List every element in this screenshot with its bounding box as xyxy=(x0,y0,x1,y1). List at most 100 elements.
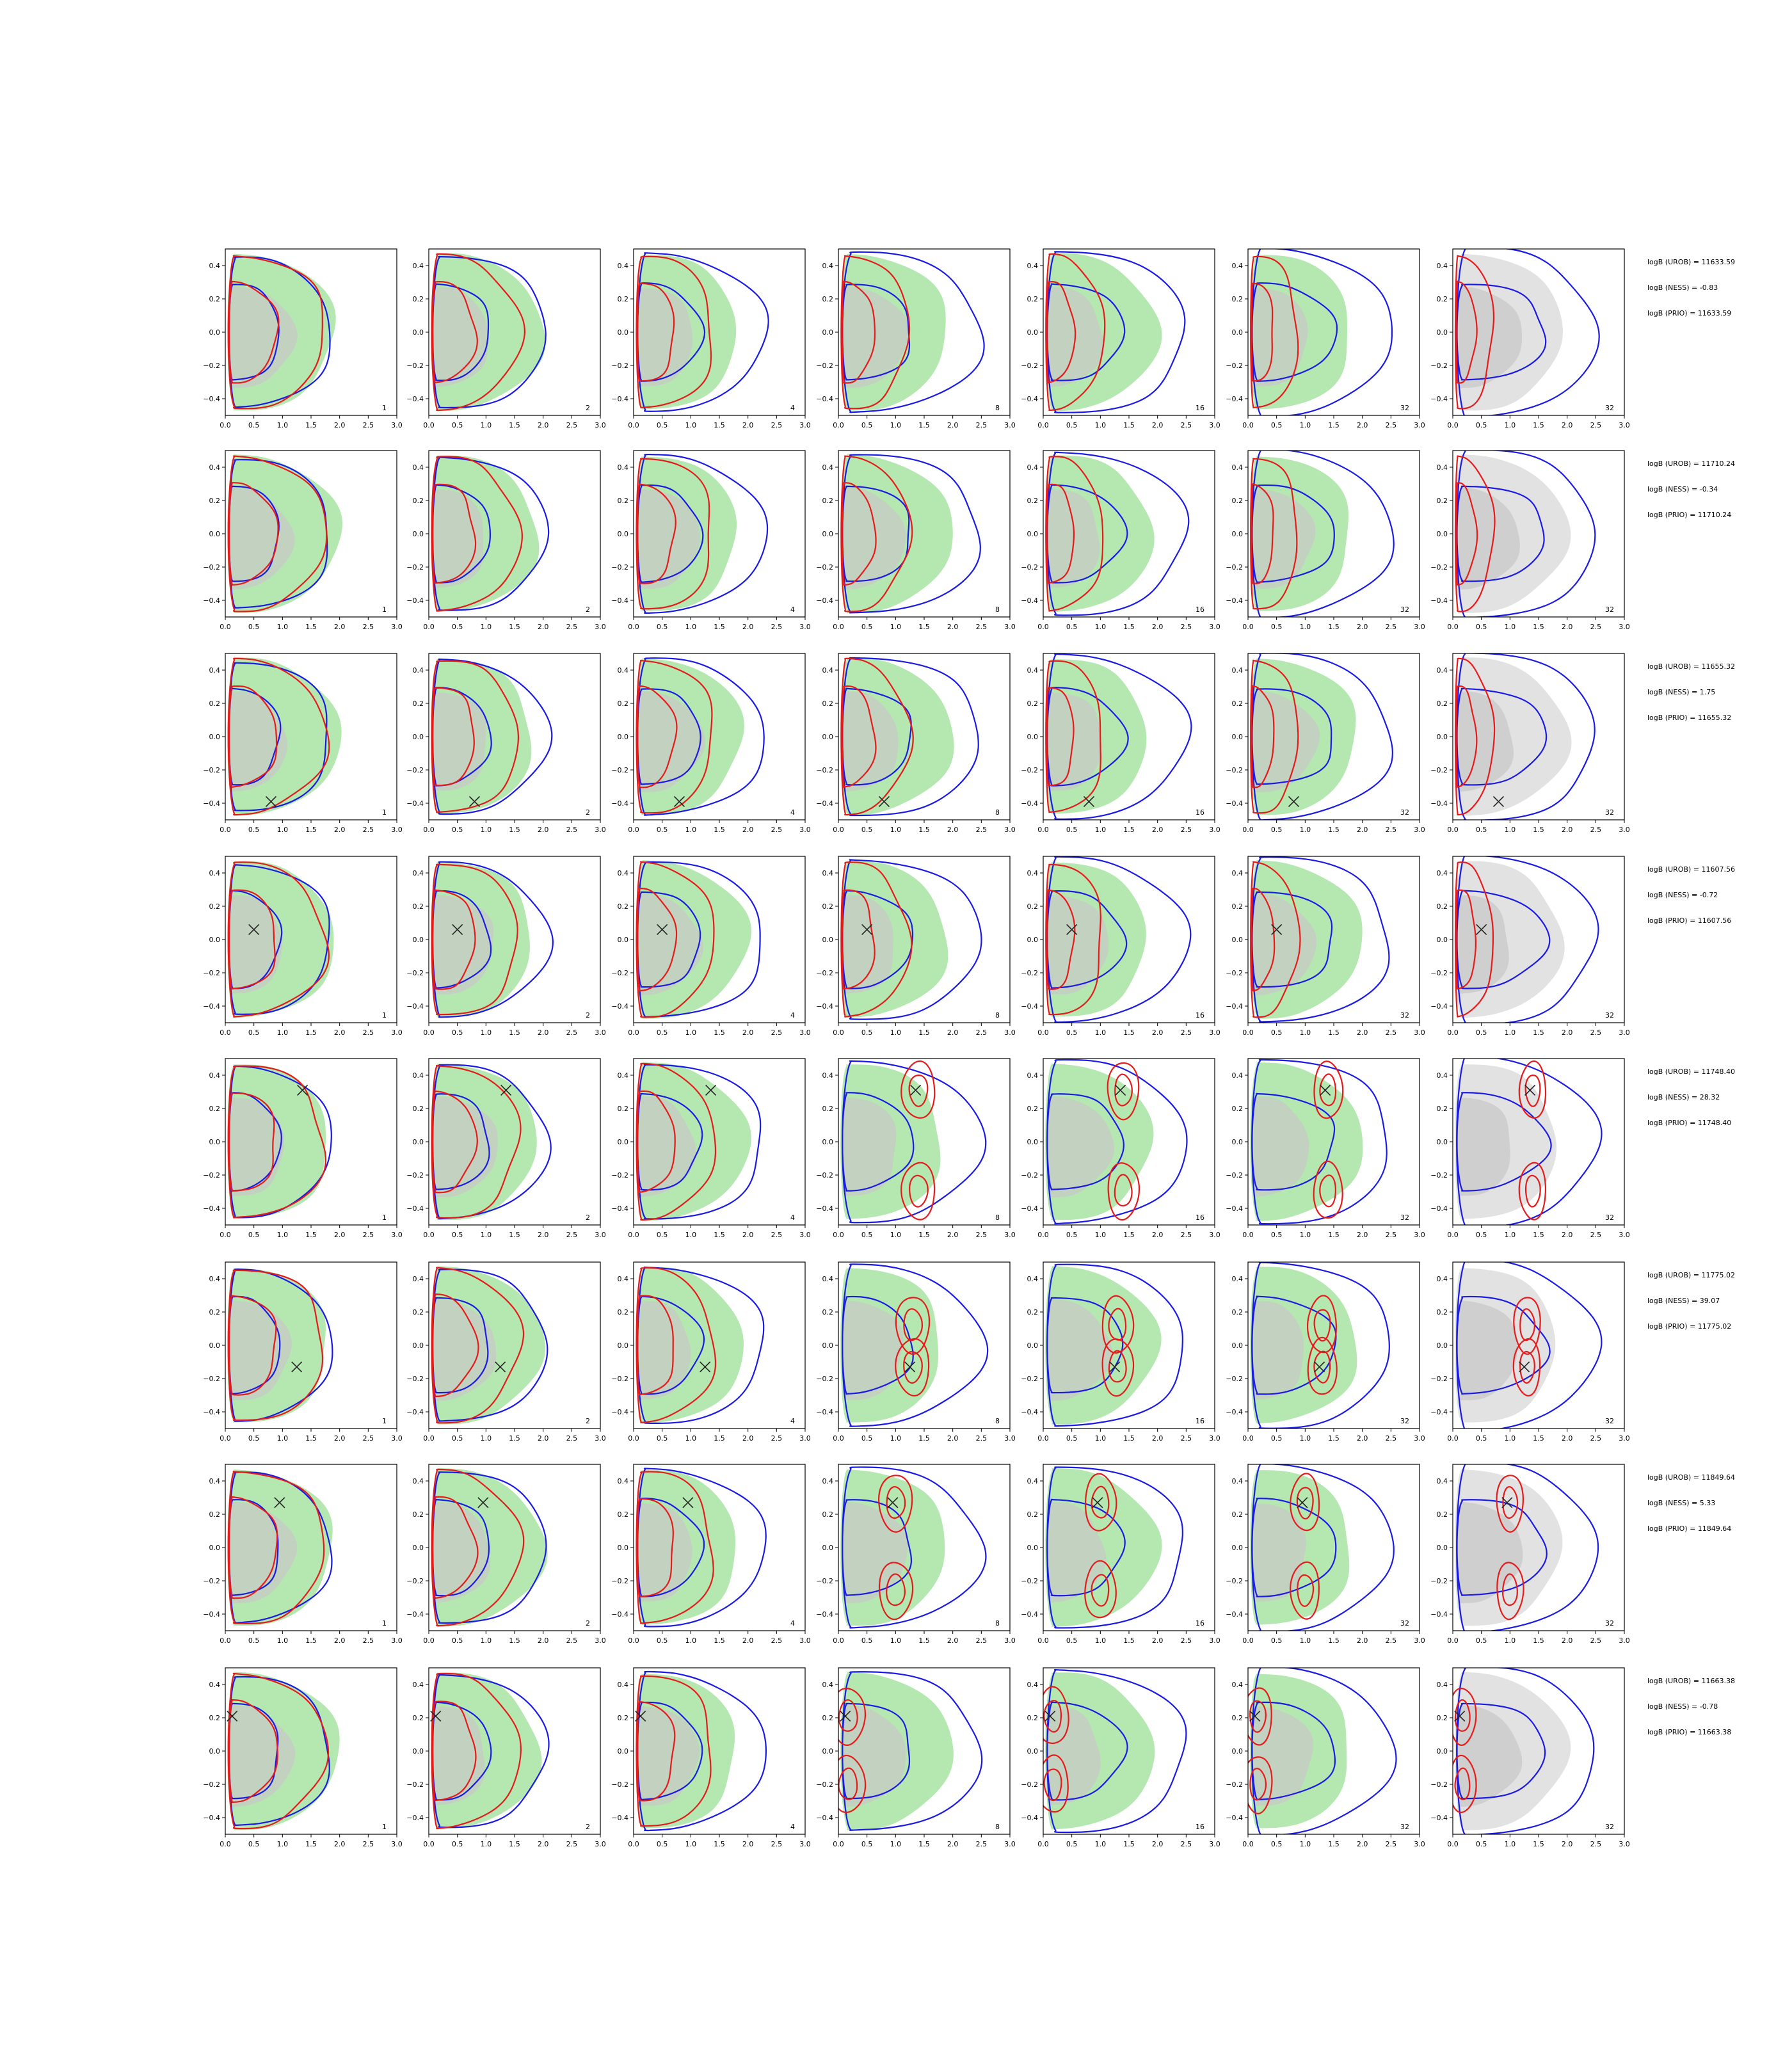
y-tick-label: −0.2 xyxy=(611,1171,628,1180)
red-outer-contour xyxy=(1084,1560,1117,1619)
true-value-marker xyxy=(673,796,685,807)
y-tick-label: 0.4 xyxy=(618,666,629,675)
x-tick-label: 1.0 xyxy=(1505,1231,1516,1239)
panel-size-label: 8 xyxy=(995,1417,1000,1425)
logb-annotation: logB (PRIO) = 11710.24 xyxy=(1647,511,1731,519)
red-inner-contour xyxy=(1454,1699,1471,1732)
panel-r4-c7: 0.0 0.5 1.0 1.5 2.0 2.5 3.0 0.4 0.2 0.0 −0.2 −0.4 32 xyxy=(1430,856,1630,1037)
y-tick-label: −0.2 xyxy=(406,362,424,370)
red-outer-contour xyxy=(1306,1295,1337,1354)
x-tick-label: 2.5 xyxy=(1386,826,1397,834)
y-tick-label: 0.0 xyxy=(822,328,834,337)
x-tick-label: 1.0 xyxy=(1505,1434,1516,1443)
y-tick-label: 0.4 xyxy=(618,262,629,270)
panel-r2-c3: 0.0 0.5 1.0 1.5 2.0 2.5 3.0 0.4 0.2 0.0 −0.2 −0.4 4 xyxy=(611,450,811,631)
y-tick-label: −0.2 xyxy=(1021,563,1038,572)
logb-annotation: logB (PRIO) = 11849.64 xyxy=(1647,1524,1731,1533)
x-tick-label: 1.0 xyxy=(1505,421,1516,429)
logb-annotation: logB (NESS) = 1.75 xyxy=(1647,688,1715,696)
y-tick-label: 0.2 xyxy=(1437,700,1448,708)
y-tick-label: −0.4 xyxy=(1430,596,1448,605)
y-tick-label: 0.0 xyxy=(618,1138,629,1146)
panel-r5-c3: 0.0 0.5 1.0 1.5 2.0 2.5 3.0 0.4 0.2 0.0 −0.2 −0.4 4 xyxy=(611,1058,811,1239)
x-tick-label: 2.5 xyxy=(976,1434,988,1443)
x-tick-label: 0.0 xyxy=(220,826,231,834)
x-tick-label: 1.5 xyxy=(1123,1028,1135,1037)
panel-r6-c7: 0.0 0.5 1.0 1.5 2.0 2.5 3.0 0.4 0.2 0.0 −0.2 −0.4 32 xyxy=(1430,1261,1630,1443)
x-tick-label: 0.5 xyxy=(657,421,668,429)
x-tick-label: 2.0 xyxy=(334,1636,346,1645)
x-tick-label: 1.0 xyxy=(1095,1028,1107,1037)
blue-inner-contour xyxy=(1456,1092,1552,1192)
y-tick-label: −0.2 xyxy=(1430,1577,1448,1585)
x-tick-label: 1.5 xyxy=(714,623,725,631)
x-tick-label: 2.5 xyxy=(566,421,578,429)
panel-size-label: 16 xyxy=(1196,1619,1204,1628)
y-tick-label: −0.4 xyxy=(611,395,628,403)
y-tick-label: 0.2 xyxy=(413,1510,424,1519)
x-tick-label: 0.5 xyxy=(657,1840,668,1848)
y-tick-label: −0.4 xyxy=(611,1408,628,1416)
true-value-marker xyxy=(682,1497,694,1508)
y-tick-label: 0.2 xyxy=(413,295,424,303)
x-tick-label: 0.0 xyxy=(1242,421,1254,429)
y-tick-label: 0.4 xyxy=(1027,463,1039,472)
red-inner-contour xyxy=(1501,1573,1518,1606)
x-tick-label: 1.0 xyxy=(1505,623,1516,631)
y-tick-label: −0.4 xyxy=(816,1814,833,1822)
x-tick-label: 2.5 xyxy=(1181,1840,1192,1848)
panel-r4-c2: 0.0 0.5 1.0 1.5 2.0 2.5 3.0 0.4 0.2 0.0 −0.2 −0.4 2 xyxy=(406,856,606,1037)
panel-size-label: 2 xyxy=(586,1619,590,1628)
panel-size-label: 8 xyxy=(995,404,1000,412)
x-tick-label: 1.5 xyxy=(509,1636,520,1645)
x-tick-label: 0.0 xyxy=(628,1636,639,1645)
x-tick-label: 3.0 xyxy=(1414,421,1425,429)
panel-r8-c3: 0.0 0.5 1.0 1.5 2.0 2.5 3.0 0.4 0.2 0.0 −0.2 −0.4 4 xyxy=(611,1667,811,1848)
y-tick-label: −0.2 xyxy=(1430,1375,1448,1383)
panel-size-label: 2 xyxy=(586,1213,590,1222)
x-tick-label: 1.0 xyxy=(1300,826,1311,834)
y-tick-label: −0.4 xyxy=(1226,799,1243,808)
x-tick-label: 3.0 xyxy=(1209,1231,1220,1239)
panel-size-label: 32 xyxy=(1605,1213,1614,1222)
y-tick-label: −0.2 xyxy=(1021,766,1038,774)
inner-density-region xyxy=(432,692,486,791)
true-value-marker xyxy=(1083,796,1095,807)
x-tick-label: 0.0 xyxy=(1447,623,1459,631)
row-1: 0.0 0.5 1.0 1.5 2.0 2.5 3.00.40.20.0−0.2−0.410… xyxy=(203,248,1735,429)
y-tick-label: 0.0 xyxy=(413,733,424,741)
panel-r1-c1: 0.0 0.5 1.0 1.5 2.0 2.5 3.0 0.4 0.2 0.0 −0.2 −0.4 1 xyxy=(203,248,403,429)
y-tick-label: 0.2 xyxy=(618,1714,629,1722)
x-tick-label: 2.0 xyxy=(1562,1231,1573,1239)
x-tick-label: 3.0 xyxy=(1004,1840,1016,1848)
y-tick-label: 0.0 xyxy=(1437,530,1448,538)
x-tick-label: 0.5 xyxy=(248,421,260,429)
x-tick-label: 3.0 xyxy=(1619,1434,1630,1443)
panel-r1-c2: 0.0 0.5 1.0 1.5 2.0 2.5 3.0 0.4 0.2 0.0 −0.2 −0.4 2 xyxy=(406,248,606,429)
x-tick-label: 2.0 xyxy=(1357,1840,1368,1848)
x-tick-label: 0.0 xyxy=(423,1840,435,1848)
x-tick-label: 2.0 xyxy=(334,1434,346,1443)
x-tick-label: 1.5 xyxy=(509,421,520,429)
x-tick-label: 1.5 xyxy=(1328,826,1340,834)
x-tick-label: 2.0 xyxy=(1152,1231,1164,1239)
x-tick-label: 0.5 xyxy=(452,826,463,834)
x-tick-label: 0.0 xyxy=(1242,1434,1254,1443)
y-tick-label: 0.0 xyxy=(1027,1544,1039,1552)
x-tick-label: 2.5 xyxy=(1181,1028,1192,1037)
y-tick-label: 0.0 xyxy=(1027,733,1039,741)
y-tick-label: −0.4 xyxy=(1226,1610,1243,1619)
red-inner-contour xyxy=(636,1090,676,1194)
x-tick-label: 3.0 xyxy=(1004,421,1016,429)
x-tick-label: 1.0 xyxy=(1095,1840,1107,1848)
panel-size-label: 32 xyxy=(1605,1823,1614,1831)
panel-r5-c5: 0.0 0.5 1.0 1.5 2.0 2.5 3.0 0.4 0.2 0.0 −0.2 −0.4 16 xyxy=(1021,1058,1220,1239)
y-tick-label: 0.2 xyxy=(413,497,424,505)
y-tick-label: 0.4 xyxy=(822,1477,834,1485)
x-tick-label: 2.0 xyxy=(742,1231,754,1239)
x-tick-label: 0.0 xyxy=(833,623,844,631)
logb-annotation: logB (UROB) = 11607.56 xyxy=(1647,865,1735,874)
y-tick-label: −0.4 xyxy=(203,1610,220,1619)
x-tick-label: 1.5 xyxy=(918,1636,930,1645)
logb-annotation: logB (PRIO) = 11663.38 xyxy=(1647,1728,1731,1736)
